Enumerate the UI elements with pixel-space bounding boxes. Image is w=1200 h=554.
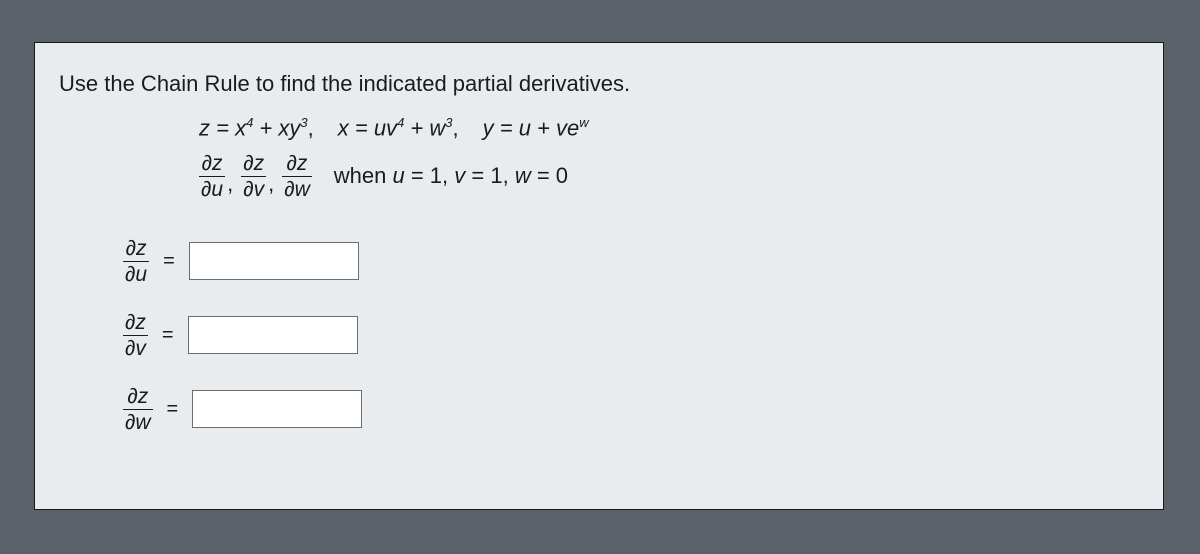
answer-row-dv: ∂z ∂v = (123, 303, 1139, 367)
answer-row-dw: ∂z ∂w = (123, 377, 1139, 441)
answer-row-du: ∂z ∂u = (123, 229, 1139, 293)
partial-dz-dw: ∂z ∂w (282, 153, 312, 200)
answer-input-du[interactable] (189, 242, 359, 280)
den: ∂u (123, 262, 149, 285)
prompt-text: Use the Chain Rule to find the indicated… (59, 71, 1139, 97)
den: ∂w (123, 410, 153, 433)
equation-line-1: z = x4 + xy3, x = uv4 + w3, y = u + vew (199, 111, 1139, 145)
comma: , (227, 171, 233, 203)
z-lhs: z = x (199, 115, 246, 140)
eq3: = 0 (531, 163, 568, 188)
equals-sign: = (162, 324, 174, 347)
num: ∂z (285, 153, 310, 176)
problem-card: Use the Chain Rule to find the indicated… (34, 42, 1164, 510)
num: ∂z (123, 312, 148, 335)
label-dz-du: ∂z ∂u (123, 238, 149, 285)
when-clause: when u = 1, v = 1, w = 0 (334, 163, 568, 189)
z-mid: + xy (253, 115, 300, 140)
label-dz-dw: ∂z ∂w (123, 386, 153, 433)
comma: , (268, 171, 274, 203)
y-definition: y = u + vew (483, 115, 589, 141)
num: ∂z (241, 153, 266, 176)
equation-line-2: ∂z ∂u , ∂z ∂v , ∂z ∂w when u = 1, v = 1,… (199, 149, 1139, 203)
equals-sign: = (167, 398, 179, 421)
x-comma: , (453, 115, 459, 140)
z-comma: , (308, 115, 314, 140)
den: ∂w (282, 177, 312, 200)
when-word: when (334, 163, 393, 188)
z-exp2: 3 (300, 115, 307, 130)
num: ∂z (200, 153, 225, 176)
var-u: u (392, 163, 404, 188)
answer-input-dv[interactable] (188, 316, 358, 354)
eq1: = 1, (405, 163, 455, 188)
equals-sign: = (163, 250, 175, 273)
den: ∂u (199, 177, 225, 200)
den: ∂v (123, 336, 148, 359)
y-exp: w (579, 115, 588, 130)
var-w: w (515, 163, 531, 188)
x-mid: + w (404, 115, 445, 140)
den: ∂v (241, 177, 266, 200)
answers-block: ∂z ∂u = ∂z ∂v = ∂z ∂w = (123, 229, 1139, 441)
partial-dz-du: ∂z ∂u (199, 153, 225, 200)
y-lhs: y = u + ve (483, 115, 580, 140)
z-definition: z = x4 + xy3, (199, 115, 314, 141)
eq2: = 1, (465, 163, 515, 188)
num: ∂z (125, 386, 150, 409)
x-exp2: 3 (445, 115, 452, 130)
num: ∂z (124, 238, 149, 261)
x-lhs: x = uv (338, 115, 397, 140)
partial-dz-dv: ∂z ∂v (241, 153, 266, 200)
answer-input-dw[interactable] (192, 390, 362, 428)
var-v: v (454, 163, 465, 188)
label-dz-dv: ∂z ∂v (123, 312, 148, 359)
x-definition: x = uv4 + w3, (338, 115, 459, 141)
